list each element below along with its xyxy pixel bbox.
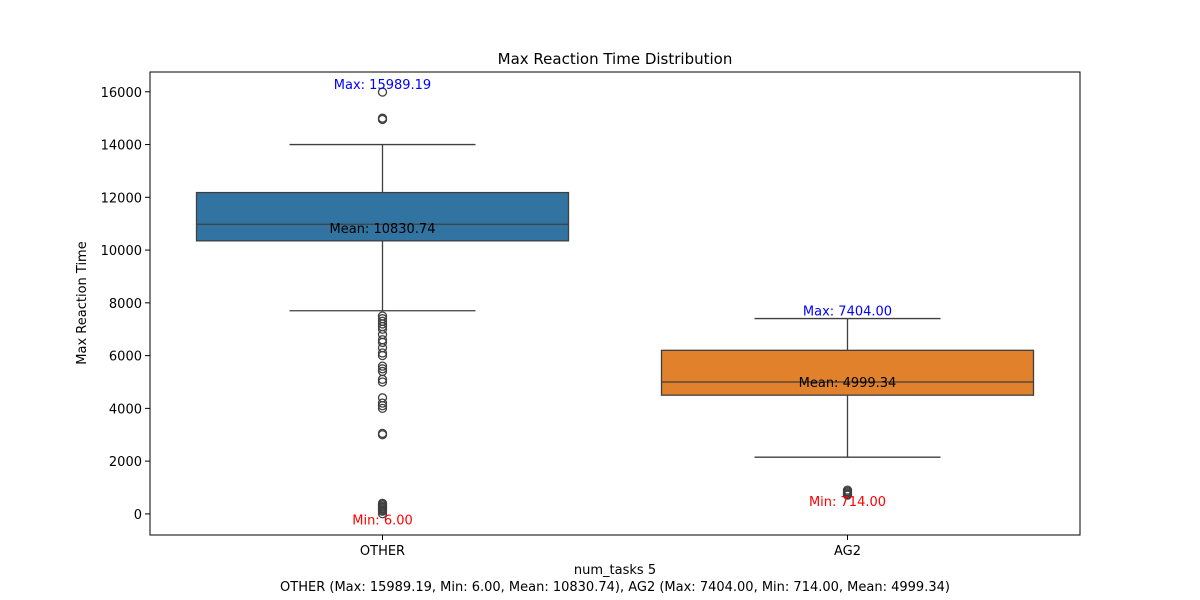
outlier-point bbox=[377, 509, 388, 519]
x-axis-label: num_tasks 5 bbox=[574, 563, 656, 578]
outlier-point bbox=[377, 398, 388, 408]
outlier-point bbox=[377, 401, 388, 411]
y-tick-label: 16000 bbox=[101, 86, 142, 101]
max-label: Max: 15989.19 bbox=[334, 78, 431, 93]
mean-label: Mean: 10830.74 bbox=[330, 222, 436, 237]
outlier-point bbox=[842, 490, 853, 500]
outlier-point bbox=[377, 430, 388, 440]
box-body bbox=[660, 349, 1035, 396]
outlier-point bbox=[377, 324, 388, 334]
box-body bbox=[195, 191, 570, 242]
outlier-point bbox=[377, 403, 388, 414]
y-tick-label: 8000 bbox=[109, 297, 142, 312]
mean-label: Mean: 4999.34 bbox=[799, 376, 897, 391]
outlier-point bbox=[377, 348, 388, 358]
outlier-point bbox=[377, 87, 388, 97]
min-label: Min: 6.00 bbox=[352, 514, 413, 529]
y-tick-label: 10000 bbox=[101, 244, 142, 259]
y-tick-label: 6000 bbox=[109, 350, 142, 365]
chart-title: Max Reaction Time Distribution bbox=[498, 50, 733, 68]
y-tick-label: 0 bbox=[134, 508, 142, 523]
outlier-point bbox=[377, 114, 388, 125]
chart-footer-summary: OTHER (Max: 15989.19, Min: 6.00, Mean: 1… bbox=[280, 580, 950, 595]
y-tick-label: 4000 bbox=[109, 402, 142, 417]
outlier-point bbox=[377, 350, 388, 361]
outlier-point bbox=[377, 361, 388, 371]
outlier-point bbox=[377, 374, 388, 384]
min-label: Min: 714.00 bbox=[809, 495, 886, 510]
y-tick-label: 12000 bbox=[101, 191, 142, 206]
x-tick-label: AG2 bbox=[834, 544, 861, 559]
outlier-point bbox=[377, 364, 388, 374]
outlier-point bbox=[377, 319, 388, 329]
y-tick-label: 14000 bbox=[101, 139, 142, 154]
outlier-point bbox=[377, 377, 388, 387]
plot-frame bbox=[149, 71, 1081, 536]
max-label: Max: 7404.00 bbox=[803, 305, 892, 320]
y-tick-label: 2000 bbox=[109, 455, 142, 470]
outlier-point bbox=[377, 506, 388, 516]
outlier-point bbox=[377, 337, 388, 348]
x-tick-label: OTHER bbox=[360, 544, 405, 559]
y-axis-label: Max Reaction Time bbox=[75, 241, 90, 364]
